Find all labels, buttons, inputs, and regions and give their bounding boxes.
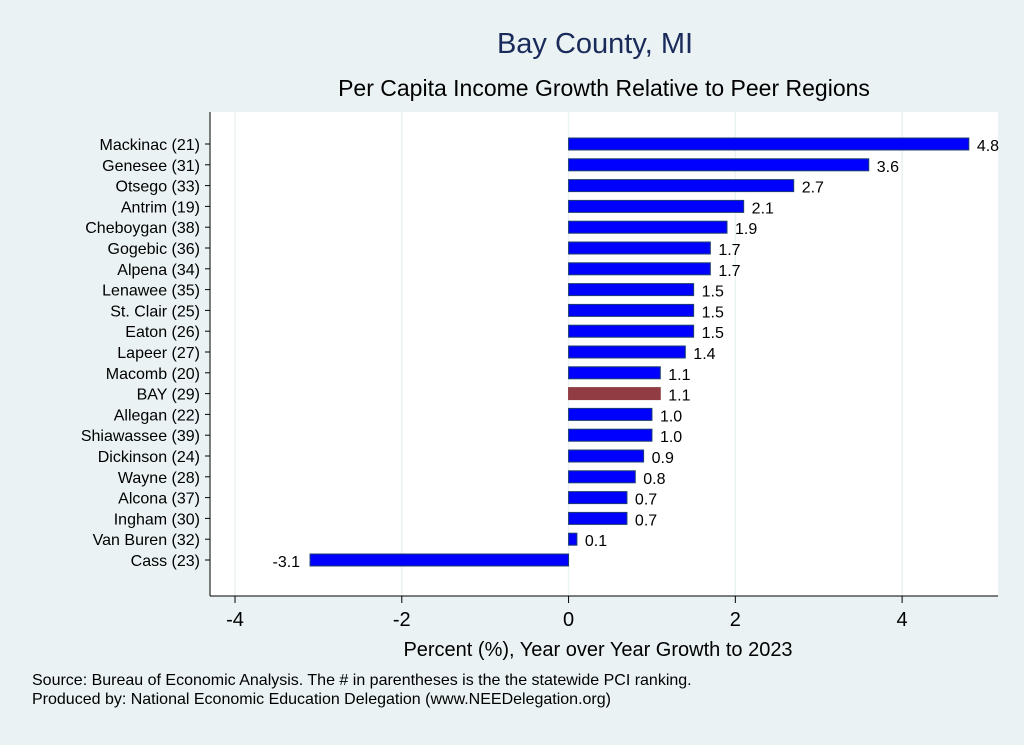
bar xyxy=(568,470,636,484)
category-label: Lenawee (35) xyxy=(102,283,200,300)
category-label: Dickinson (24) xyxy=(98,449,200,466)
category-label: Lapeer (27) xyxy=(117,345,200,362)
data-label: 1.5 xyxy=(702,304,724,321)
source-note: Source: Bureau of Economic Analysis. The… xyxy=(32,672,692,689)
data-label: 1.5 xyxy=(702,325,724,342)
data-label: 1.5 xyxy=(702,284,724,301)
data-label: 1.9 xyxy=(735,221,757,238)
bar xyxy=(568,511,628,525)
bar xyxy=(568,137,970,151)
category-label: Eaton (26) xyxy=(125,324,200,341)
category-label: Cass (23) xyxy=(131,553,200,570)
x-tick-label: -4 xyxy=(226,609,244,631)
category-label: Alpena (34) xyxy=(117,262,200,279)
bar xyxy=(568,303,695,317)
produced-note: Produced by: National Economic Education… xyxy=(32,691,611,708)
category-label: Gogebic (36) xyxy=(108,241,201,258)
data-label: 1.7 xyxy=(718,263,740,280)
bar xyxy=(568,324,695,338)
category-label: Van Buren (32) xyxy=(93,532,200,549)
chart-subtitle: Per Capita Income Growth Relative to Pee… xyxy=(338,75,870,101)
category-label: Otsego (33) xyxy=(116,179,200,196)
data-label: 3.6 xyxy=(877,159,899,176)
bar xyxy=(568,179,795,193)
x-tick-label: 0 xyxy=(563,609,574,631)
data-label: 2.7 xyxy=(802,180,824,197)
bar xyxy=(568,387,661,401)
data-label: 1.7 xyxy=(718,242,740,259)
bar xyxy=(568,449,645,463)
chart-title: Bay County, MI xyxy=(496,28,694,60)
data-label: 1.0 xyxy=(660,429,682,446)
category-label: Genesee (31) xyxy=(102,158,200,175)
bar xyxy=(568,262,711,276)
bar xyxy=(568,366,661,380)
data-label: 0.7 xyxy=(635,512,657,529)
x-tick-label: 2 xyxy=(730,609,741,631)
bar xyxy=(568,345,686,359)
bar xyxy=(568,407,653,421)
category-label: Antrim (19) xyxy=(121,199,200,216)
category-label: Alcona (37) xyxy=(118,491,200,508)
category-label: Allegan (22) xyxy=(114,407,200,424)
x-tick-label: 4 xyxy=(897,609,908,631)
data-label: 0.9 xyxy=(652,450,674,467)
category-label: Macomb (20) xyxy=(106,366,200,383)
bar xyxy=(568,491,628,505)
category-label: Shiawassee (39) xyxy=(81,428,200,445)
x-axis-label: Percent (%), Year over Year Growth to 20… xyxy=(403,639,792,661)
bar xyxy=(568,428,653,442)
data-label: 1.0 xyxy=(660,408,682,425)
bar xyxy=(309,553,570,567)
x-tick-label: -2 xyxy=(393,609,411,631)
data-label: 1.1 xyxy=(668,388,690,405)
bar xyxy=(568,158,870,172)
bar xyxy=(568,241,711,255)
data-label: 1.1 xyxy=(668,367,690,384)
bar xyxy=(568,283,695,297)
data-label: -3.1 xyxy=(272,554,300,571)
category-label: St. Clair (25) xyxy=(110,303,200,320)
category-label: Cheboygan (38) xyxy=(85,220,200,237)
data-label: 4.8 xyxy=(977,138,999,155)
category-label: Mackinac (21) xyxy=(100,137,200,154)
bar xyxy=(568,199,745,213)
category-label: Ingham (30) xyxy=(114,511,200,528)
bar xyxy=(568,532,578,546)
category-label: BAY (29) xyxy=(137,387,200,404)
data-label: 2.1 xyxy=(752,200,774,217)
bar xyxy=(568,220,728,234)
data-label: 0.7 xyxy=(635,492,657,509)
category-label: Wayne (28) xyxy=(118,470,200,487)
data-label: 1.4 xyxy=(693,346,715,363)
data-label: 0.8 xyxy=(643,471,665,488)
data-label: 0.1 xyxy=(585,533,607,550)
